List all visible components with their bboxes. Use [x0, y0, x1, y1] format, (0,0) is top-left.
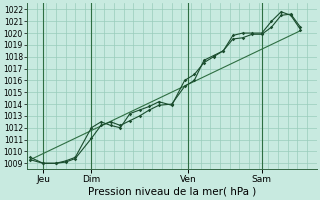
- X-axis label: Pression niveau de la mer( hPa ): Pression niveau de la mer( hPa ): [88, 187, 256, 197]
